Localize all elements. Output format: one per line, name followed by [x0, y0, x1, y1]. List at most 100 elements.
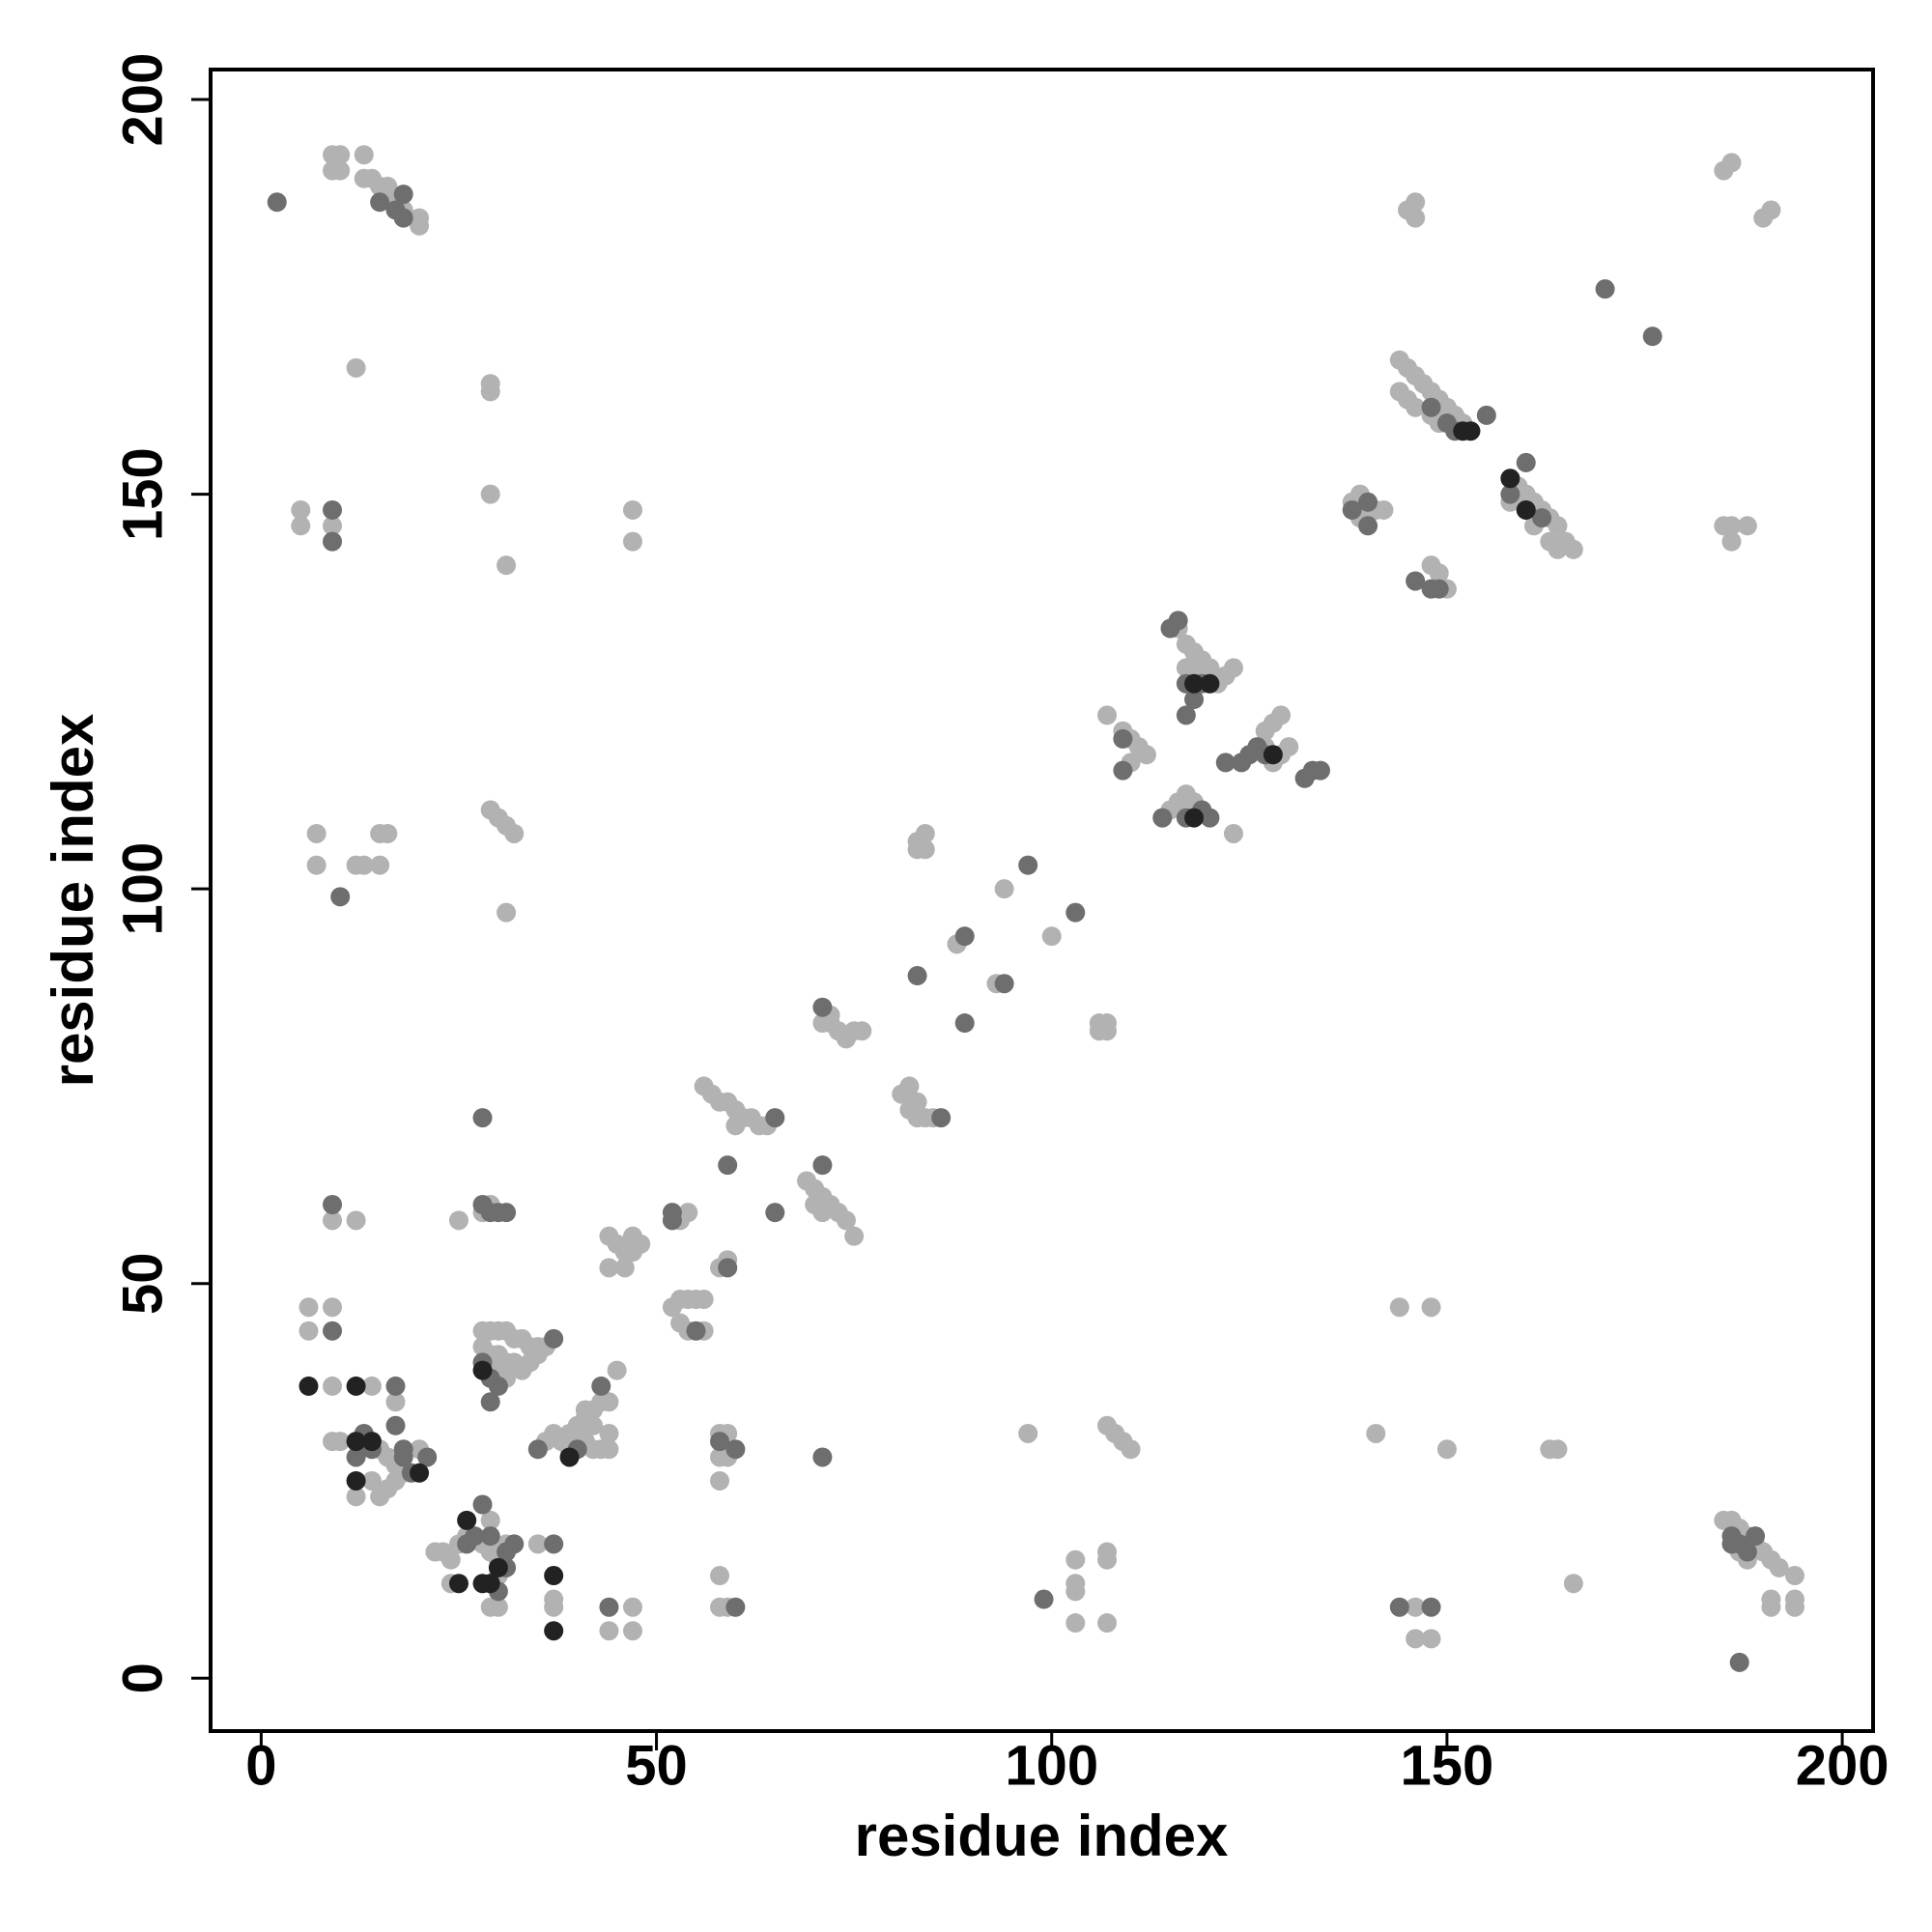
- point: [1516, 499, 1536, 520]
- point: [1421, 397, 1441, 417]
- point: [954, 1013, 975, 1034]
- point: [1065, 1613, 1086, 1634]
- point: [1548, 1439, 1568, 1460]
- point: [765, 1108, 785, 1128]
- point: [1429, 563, 1449, 583]
- point: [1563, 539, 1583, 559]
- point: [1097, 705, 1118, 725]
- point: [725, 1597, 746, 1617]
- point: [544, 1597, 564, 1617]
- point: [480, 484, 500, 504]
- point: [1041, 926, 1062, 947]
- point: [623, 1621, 643, 1641]
- point: [504, 1534, 525, 1554]
- point: [323, 516, 343, 536]
- point: [591, 1376, 611, 1396]
- point: [1200, 808, 1220, 828]
- point: [599, 1423, 619, 1443]
- point: [354, 855, 374, 875]
- point: [725, 1116, 746, 1136]
- point: [1160, 618, 1180, 639]
- point: [472, 1360, 493, 1380]
- point: [298, 1297, 319, 1318]
- point: [623, 499, 643, 520]
- point: [393, 208, 413, 228]
- point: [1406, 192, 1426, 213]
- point: [852, 1021, 872, 1041]
- point: [488, 1557, 508, 1577]
- y-tick-label: 150: [111, 447, 174, 541]
- point: [291, 499, 311, 520]
- point: [1065, 1581, 1086, 1602]
- point: [497, 555, 517, 576]
- point: [1184, 690, 1205, 710]
- point: [631, 1234, 651, 1254]
- point: [1310, 760, 1330, 781]
- point: [718, 1155, 738, 1176]
- point: [623, 531, 643, 552]
- point: [1429, 579, 1449, 599]
- point: [559, 1447, 580, 1467]
- plot-points: [267, 145, 1804, 1672]
- point: [1406, 397, 1426, 417]
- point: [1532, 508, 1552, 528]
- x-tick-label: 200: [1796, 1734, 1889, 1797]
- point: [1421, 1597, 1441, 1617]
- point: [1034, 1589, 1054, 1609]
- point: [931, 1108, 952, 1128]
- point: [1097, 1021, 1118, 1041]
- point: [954, 926, 975, 947]
- point: [346, 1210, 366, 1231]
- y-tick-label: 100: [111, 842, 174, 936]
- point: [599, 1258, 619, 1278]
- point: [330, 145, 351, 165]
- point: [544, 1566, 564, 1586]
- point: [607, 1360, 627, 1380]
- point: [1152, 808, 1173, 828]
- point: [354, 145, 374, 165]
- point: [1136, 745, 1156, 765]
- point: [417, 1447, 438, 1467]
- point: [1223, 658, 1243, 678]
- point: [480, 1526, 500, 1547]
- point: [1761, 1597, 1781, 1617]
- point: [1761, 200, 1781, 220]
- point: [378, 823, 398, 843]
- point: [765, 1203, 785, 1223]
- point: [1516, 452, 1536, 472]
- point: [1065, 902, 1086, 923]
- point: [1200, 658, 1220, 678]
- point: [1097, 1613, 1118, 1634]
- point: [440, 1549, 461, 1570]
- point: [306, 823, 327, 843]
- point: [330, 160, 351, 181]
- point: [1097, 1549, 1118, 1570]
- point: [544, 1328, 564, 1349]
- point: [1389, 1297, 1409, 1318]
- point: [370, 1487, 390, 1507]
- point: [725, 1439, 746, 1460]
- point: [1737, 516, 1757, 536]
- point: [1342, 499, 1362, 520]
- x-tick-label: 150: [1401, 1734, 1494, 1797]
- x-tick-label: 0: [245, 1734, 276, 1797]
- point: [1374, 499, 1394, 520]
- point: [346, 1376, 366, 1396]
- point: [267, 192, 287, 213]
- point: [710, 1470, 730, 1491]
- point: [583, 1415, 604, 1435]
- point: [323, 1376, 343, 1396]
- point: [1184, 808, 1205, 828]
- y-tick-label: 200: [111, 53, 174, 147]
- point: [694, 1290, 714, 1310]
- point: [1184, 673, 1205, 694]
- point: [718, 1258, 738, 1278]
- point: [323, 1321, 343, 1341]
- point: [1263, 745, 1283, 765]
- point: [323, 1210, 343, 1231]
- point: [1200, 673, 1220, 694]
- point: [393, 1447, 413, 1467]
- point: [1476, 405, 1496, 425]
